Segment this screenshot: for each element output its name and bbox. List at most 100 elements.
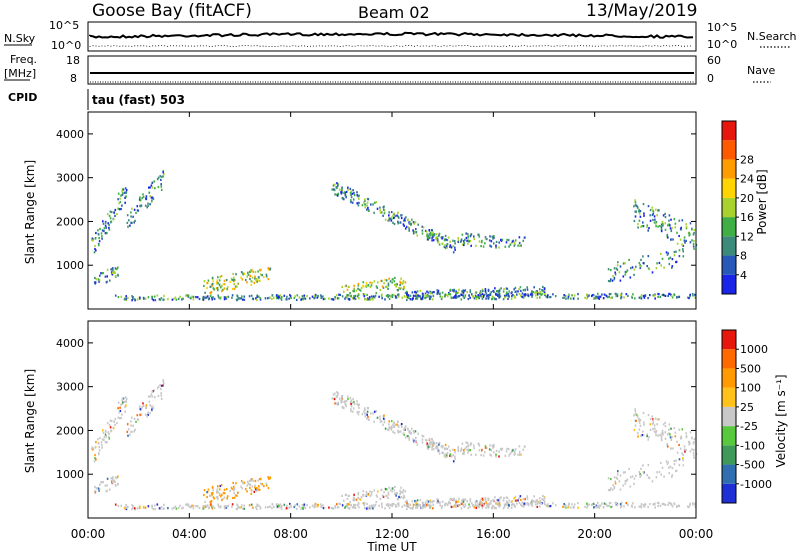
power-point [463, 243, 465, 247]
velocity-point [527, 503, 529, 506]
velocity-point [637, 432, 639, 435]
power-point [157, 185, 160, 189]
power-point [402, 281, 404, 284]
velocity-point [421, 434, 424, 437]
velocity-point [341, 494, 343, 497]
velocity-point [159, 507, 162, 510]
power-point [415, 292, 418, 295]
power-point [567, 297, 569, 300]
power-point [411, 291, 414, 294]
velocity-point [362, 502, 365, 505]
velocity-point [121, 402, 124, 405]
velocity-point [353, 505, 356, 508]
power-point [339, 293, 341, 296]
velocity-point [539, 500, 542, 503]
velocity-point [432, 440, 434, 443]
power-point [403, 224, 405, 227]
velocity-point [450, 505, 453, 509]
power-point [436, 236, 439, 239]
power-point [665, 251, 668, 254]
velocity-point [626, 478, 629, 481]
velocity-point [464, 503, 467, 506]
velocity-point [156, 503, 159, 506]
velocity-point [393, 502, 395, 506]
velocity-point [311, 504, 314, 507]
velocity-point [392, 423, 394, 426]
velocity-point [399, 489, 401, 492]
power-point [341, 186, 343, 190]
power-point [387, 294, 389, 297]
power-point [195, 296, 197, 299]
velocity-point [110, 477, 112, 480]
velocity-point [264, 506, 267, 509]
power-point [446, 239, 449, 242]
power-point [114, 208, 117, 212]
velocity-point [230, 486, 233, 489]
velocity-point [398, 495, 400, 498]
velocity-point [480, 504, 483, 507]
velocity-point [615, 476, 618, 479]
power-point [567, 295, 570, 298]
velocity-point [267, 476, 270, 479]
velocity-point [110, 420, 113, 423]
power-point [424, 293, 427, 297]
power-point [647, 229, 649, 232]
power-point [216, 279, 219, 282]
velocity-point [484, 498, 487, 501]
power-point [408, 222, 411, 225]
velocity-point [646, 474, 648, 477]
velocity-point [347, 397, 349, 401]
power-point [516, 293, 518, 296]
power-point [487, 297, 490, 300]
velocity-point [506, 500, 508, 503]
power-point [667, 236, 669, 239]
power-point [670, 229, 673, 233]
power-point [518, 241, 521, 245]
velocity-point [362, 410, 365, 413]
power-point [635, 210, 637, 214]
power-point [462, 289, 465, 292]
power-point [336, 194, 339, 197]
velocity-point [104, 441, 107, 444]
power-point [235, 298, 238, 301]
power-point [255, 278, 258, 281]
velocity-point [591, 503, 594, 506]
velocity-point [145, 404, 148, 407]
power-point [532, 291, 535, 294]
velocity-point [469, 498, 472, 501]
velocity-point [109, 419, 112, 422]
velocity-point [662, 502, 665, 505]
velocity-point [288, 506, 290, 509]
power-point [449, 244, 452, 247]
velocity-point [655, 431, 657, 434]
velocity-point [548, 505, 551, 508]
power-point [652, 209, 654, 212]
velocity-point [662, 423, 665, 426]
velocity-point [676, 451, 679, 454]
velocity-point [190, 505, 192, 508]
velocity-point [370, 412, 372, 415]
velocity-point [464, 498, 467, 501]
power-point [397, 222, 399, 225]
power-point [139, 296, 141, 299]
power-point [211, 284, 213, 287]
power-point [244, 278, 247, 282]
velocity-point [224, 505, 227, 508]
power-point [467, 242, 469, 245]
power-point [602, 297, 605, 300]
velocity-point [162, 384, 164, 387]
power-point [154, 187, 156, 190]
velocity-point [467, 448, 470, 451]
velocity-point [652, 421, 655, 424]
power-point [344, 284, 347, 288]
power-point [348, 294, 350, 297]
power-point [416, 234, 419, 237]
power-point [259, 269, 262, 272]
velocity-point [142, 404, 145, 407]
velocity-point [656, 501, 659, 504]
velocity-point [436, 445, 439, 448]
velocity-point [399, 430, 402, 433]
power-point [152, 181, 154, 184]
velocity-point [613, 485, 616, 488]
velocity-point [507, 448, 510, 451]
